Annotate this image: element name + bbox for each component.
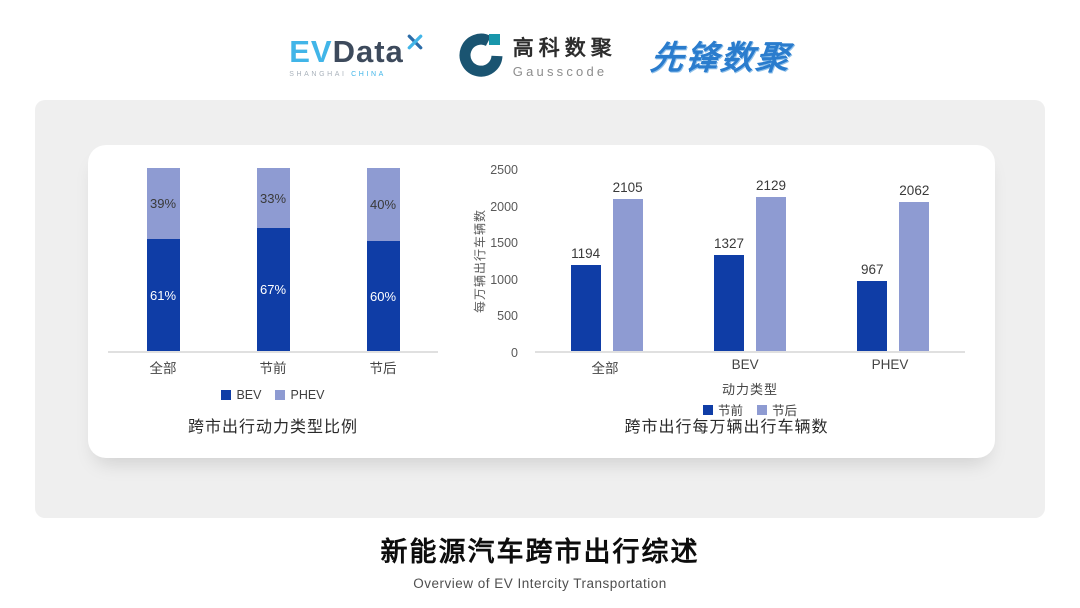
category-label: BEV (731, 357, 759, 372)
legend-label: PHEV (290, 388, 325, 402)
legend-swatch-bev (221, 390, 232, 400)
bar-with-label: 967 (857, 170, 888, 351)
category-label: 全部 (591, 361, 619, 376)
evdata-ev-text: EV (289, 33, 333, 69)
legend-item: PHEV (275, 388, 325, 402)
pioneer-logo: 先锋数聚 (648, 31, 793, 79)
legend-swatch-节前 (702, 404, 713, 415)
y-tick-label: 2000 (490, 199, 518, 214)
segment-PHEV: 39% (146, 168, 180, 240)
bar-with-label: 1327 (714, 170, 744, 351)
value-label: 60% (369, 288, 397, 304)
bar-value-label: 967 (861, 262, 884, 277)
value-label: 40% (369, 197, 397, 213)
legend-label: 节前 (717, 404, 743, 418)
x-axis-title: 动力类型 (721, 382, 778, 397)
grouped-plot: 1194 2105 1327 2129 967 2062 (535, 170, 965, 353)
legend-swatch-phev (275, 390, 286, 400)
stacked-bar-节后: 40% 60% (366, 168, 400, 351)
segment-PHEV: 33% (256, 168, 290, 229)
value-label: 33% (259, 190, 287, 206)
bar-节前 (570, 264, 601, 351)
trips-per-10k-chart: 每万辆出行车辆数 0 500 1000 1500 2000 2500 1194 2105 13… (458, 145, 995, 458)
gausscode-en-text: Gausscode (512, 63, 608, 79)
y-tick-label: 2500 (490, 163, 518, 177)
grouped-categories: 全部 BEV PHEV (535, 357, 965, 377)
page-subtitle: Overview of EV Intercity Transportation (413, 576, 667, 591)
gausscode-logo: 高科数聚 Gausscode (458, 32, 617, 79)
bar-节后 (756, 196, 786, 351)
gausscode-text: 高科数聚 Gausscode (513, 32, 617, 79)
bar-节后 (612, 198, 643, 351)
bar-value-label: 2062 (899, 182, 930, 198)
header: EV Data SHANGHAI CHINA 高科数聚 Gausscode (0, 20, 1080, 90)
chart-title: 跨市出行动力类型比例 (187, 419, 358, 436)
page-title: 新能源汽车跨市出行综述 (380, 537, 700, 567)
category-label: PHEV (871, 357, 909, 372)
bar-with-label: 1194 (570, 170, 601, 351)
bar-with-label: 2105 (613, 170, 643, 351)
stacked-categories: 全部 节前 节后 (108, 357, 438, 377)
stacked-bar-全部: 39% 61% (146, 168, 180, 351)
charts-panel: 39% 61% 33% 67% 40% 60% 全部 节前 节后 BEV PHEV 跨市出行动力… (88, 145, 995, 458)
y-tick-label: 0 (511, 346, 518, 360)
stacked-legend: BEV PHEV (108, 388, 438, 402)
value-label: 39% (149, 196, 177, 212)
bar-value-label: 2129 (755, 177, 787, 193)
segment-PHEV: 40% (366, 168, 400, 242)
content-card: 39% 61% 33% 67% 40% 60% 全部 节前 节后 BEV PHEV 跨市出行动力… (35, 100, 1045, 518)
bar-value-label: 1194 (571, 245, 601, 261)
y-tick-label: 500 (497, 309, 518, 324)
value-label: 61% (149, 287, 177, 303)
footer: 新能源汽车跨市出行综述 Overview of EV Intercity Tra… (0, 530, 1080, 591)
bar-group-PHEV: 967 2062 (857, 170, 929, 351)
y-tick-label: 1500 (490, 236, 518, 251)
category-label: 节前 (259, 361, 287, 376)
evdata-data-text: Data (332, 33, 404, 69)
segment-BEV: 61% (146, 239, 180, 351)
evdata-x-icon (407, 34, 423, 49)
segment-BEV: 60% (366, 241, 400, 351)
evdata-logo: EV Data SHANGHAI CHINA (289, 33, 424, 78)
bar-group-全部: 1194 2105 (570, 170, 643, 351)
legend-label: 节后 (772, 404, 798, 418)
legend-item: BEV (221, 388, 261, 402)
legend-item: 节后 (757, 400, 797, 419)
grouped-yaxis: 0 500 1000 1500 2000 2500 (458, 163, 528, 360)
bar-with-label: 2062 (899, 170, 929, 351)
bar-节前 (713, 254, 744, 351)
gausscode-cn-text: 高科数聚 (512, 36, 617, 60)
bar-节后 (899, 201, 930, 351)
legend-swatch-节后 (757, 404, 767, 415)
segment-BEV: 67% (256, 228, 290, 351)
category-label: 全部 (149, 361, 177, 376)
bar-value-label: 1327 (713, 235, 744, 251)
evdata-wordmark: EV Data (289, 33, 424, 67)
stacked-plot: 39% 61% 33% 67% 40% 60% (108, 168, 438, 353)
stacked-bar-节前: 33% 67% (256, 168, 290, 351)
pioneer-text: 先锋数聚 (648, 39, 793, 76)
chart-title: 跨市出行每万辆出行车辆数 (624, 419, 829, 436)
bar-with-label: 2129 (756, 170, 786, 351)
legend-label: BEV (236, 388, 262, 402)
power-type-ratio-chart: 39% 61% 33% 67% 40% 60% 全部 节前 节后 BEV PHEV 跨市出行动力… (108, 145, 438, 458)
bar-group-BEV: 1327 2129 (714, 170, 786, 351)
grouped-legend: 节前 节后 (535, 400, 965, 419)
evdata-subtitle: SHANGHAI CHINA (289, 71, 424, 78)
bar-value-label: 2105 (612, 179, 643, 195)
category-label: 节后 (369, 361, 397, 376)
bar-节前 (857, 281, 888, 351)
evdata-shanghai-text: SHANGHAI (289, 70, 347, 78)
gausscode-g-icon (459, 33, 503, 77)
evdata-china-text: CHINA (351, 70, 386, 78)
value-label: 67% (259, 282, 287, 298)
y-tick-label: 1000 (490, 272, 518, 287)
legend-item: 节前 (702, 400, 743, 419)
